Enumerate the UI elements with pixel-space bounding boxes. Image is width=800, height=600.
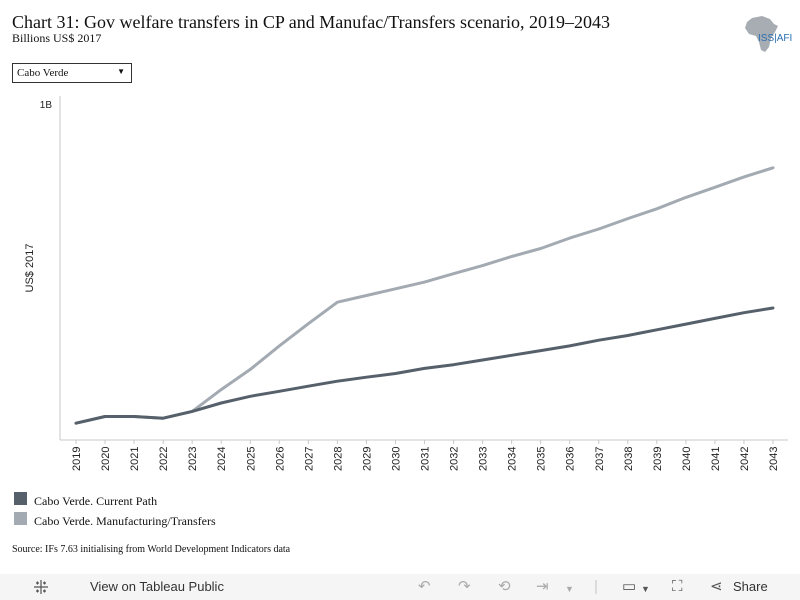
view-on-tableau-label: View on Tableau Public xyxy=(90,579,224,594)
x-tick-label: 2041 xyxy=(710,447,722,471)
line-chart: US$ 2017 1B 2019 2020 2021 2022 2023 2024 2025… xyxy=(24,96,788,471)
x-tick-label: 2033 xyxy=(478,447,490,471)
legend-label-current-path: Cabo Verde. Current Path xyxy=(34,494,158,508)
x-tick-label: 2043 xyxy=(768,447,780,471)
country-dropdown[interactable]: Cabo Verde ▼ xyxy=(12,63,132,83)
tableau-toolbar: View on Tableau Public ↶ ↷ ⟲ ⇥ ▼ | ▭ ▼ ⛶… xyxy=(0,574,800,600)
logo-text: ISS|AFI xyxy=(758,33,793,44)
fullscreen-icon[interactable]: ⛶ xyxy=(672,578,683,595)
x-tick-label: 2020 xyxy=(100,447,112,471)
share-icon: ⋖ xyxy=(710,578,723,595)
x-tick-label: 2040 xyxy=(681,447,693,471)
country-dropdown-value: Cabo Verde xyxy=(17,67,69,79)
x-tick-label: 2022 xyxy=(158,447,170,471)
series-line-current-path[interactable] xyxy=(74,306,775,425)
x-tick-label: 2037 xyxy=(594,447,606,471)
x-tick-label: 2035 xyxy=(536,447,548,471)
x-tick-label: 2028 xyxy=(332,447,344,471)
x-tick-label: 2024 xyxy=(216,447,228,471)
refresh-dropdown-icon[interactable]: ▼ xyxy=(565,584,574,594)
undo-icon[interactable]: ↶ xyxy=(418,578,431,595)
x-tick-label: 2027 xyxy=(303,447,315,471)
x-tick-label: 2036 xyxy=(565,447,577,471)
legend-label-manufacturing: Cabo Verde. Manufacturing/Transfers xyxy=(34,514,216,528)
y-tick-label: 1B xyxy=(40,100,53,111)
share-label: Share xyxy=(733,579,768,594)
redo-icon[interactable]: ↷ xyxy=(458,578,471,595)
africa-map-icon xyxy=(745,16,778,52)
toolbar-divider: | xyxy=(594,578,598,595)
dropdown-arrow-icon[interactable]: ▼ xyxy=(117,67,125,76)
x-tick-label: 2026 xyxy=(274,447,286,471)
download-dropdown-icon[interactable]: ▼ xyxy=(641,584,650,594)
x-tick-label: 2038 xyxy=(623,447,635,471)
iss-afi-logo: ISS|AFI xyxy=(740,14,792,54)
x-tick-label: 2042 xyxy=(739,447,751,471)
x-tick-label: 2030 xyxy=(390,447,402,471)
chart-subtitle: Billions US$ 2017 xyxy=(12,31,102,45)
revert-icon[interactable]: ⟲ xyxy=(498,578,511,595)
legend-swatch-manufacturing xyxy=(14,512,27,525)
source-note: Source: IFs 7.63 initialising from World… xyxy=(12,544,291,555)
x-tick-label: 2032 xyxy=(449,447,461,471)
y-axis-label: US$ 2017 xyxy=(24,244,36,293)
legend-swatch-current-path xyxy=(14,492,27,505)
refresh-icon[interactable]: ⇥ xyxy=(536,578,549,595)
x-tick-label: 2025 xyxy=(245,447,257,471)
x-tick-label: 2039 xyxy=(652,447,664,471)
x-tick-label: 2023 xyxy=(187,447,199,471)
x-tick-label: 2034 xyxy=(507,447,519,471)
series-line-manufacturing[interactable] xyxy=(74,166,775,425)
x-tick-label: 2029 xyxy=(361,447,373,471)
x-tick-label: 2019 xyxy=(71,447,83,471)
x-tick-label: 2031 xyxy=(420,447,432,471)
tableau-logo-icon xyxy=(34,580,48,594)
chart-title: Chart 31: Gov welfare transfers in CP an… xyxy=(12,12,611,32)
download-icon[interactable]: ▭ xyxy=(622,578,637,595)
x-tick-label: 2021 xyxy=(129,447,141,471)
